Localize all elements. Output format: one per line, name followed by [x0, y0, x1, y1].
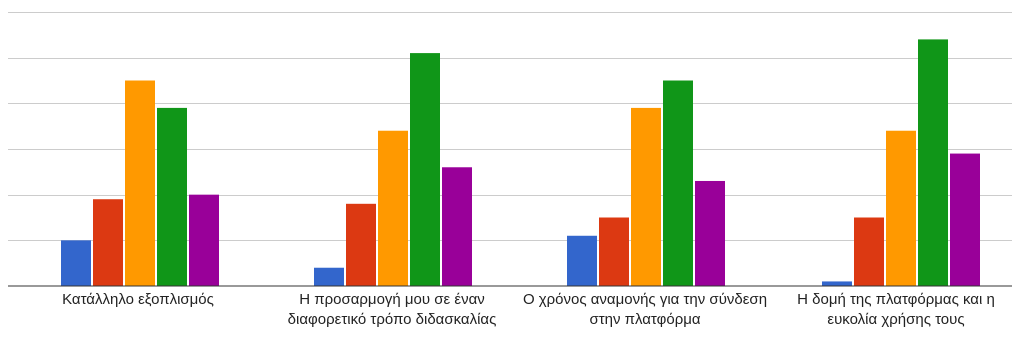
bar-4-5 — [950, 154, 980, 286]
bar-2-1 — [314, 268, 344, 286]
category-label-4: Η δομή της πλατφόρμας και η ευκολία χρήσ… — [771, 290, 1012, 330]
bar-1-2 — [93, 199, 123, 286]
category-label-2: Η προσαρμογή μου σε έναν διαφορετικό τρό… — [267, 290, 517, 330]
bar-4-3 — [886, 131, 916, 286]
bar-1-3 — [125, 81, 155, 287]
bar-2-2 — [346, 204, 376, 286]
bar-1-4 — [157, 108, 187, 286]
bar-3-5 — [695, 181, 725, 286]
bar-2-3 — [378, 131, 408, 286]
bar-3-4 — [663, 81, 693, 287]
category-label-1: Κατάλληλο εξοπλισμός — [13, 290, 263, 310]
bars — [61, 39, 980, 286]
bar-4-2 — [854, 218, 884, 287]
bar-4-4 — [918, 39, 948, 286]
bar-3-1 — [567, 236, 597, 286]
bar-1-1 — [61, 240, 91, 286]
bar-3-2 — [599, 218, 629, 287]
bar-3-3 — [631, 108, 661, 286]
category-label-3: Ο χρόνος αναμονής για την σύνδεση στην π… — [520, 290, 770, 330]
bar-2-4 — [410, 53, 440, 286]
bar-2-5 — [442, 167, 472, 286]
bar-1-5 — [189, 195, 219, 286]
bar-4-1 — [822, 281, 852, 286]
